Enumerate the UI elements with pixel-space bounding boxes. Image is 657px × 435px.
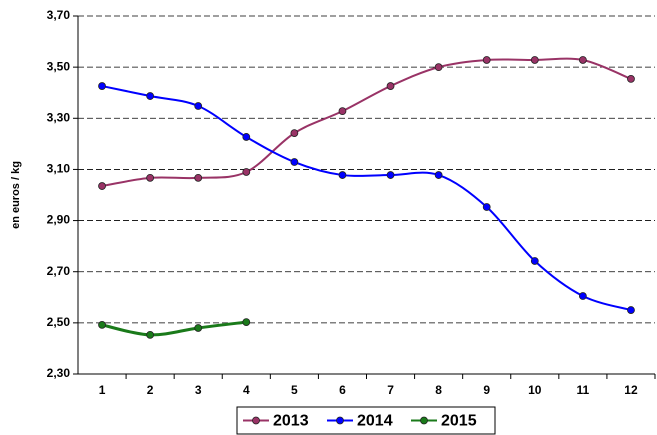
data-point <box>98 182 106 190</box>
data-point <box>386 171 395 179</box>
data-point <box>434 171 443 179</box>
series-line <box>101 57 632 188</box>
y-tick-label: 2,50 <box>47 315 71 329</box>
data-point <box>290 129 299 138</box>
x-tick-label: 5 <box>291 383 298 397</box>
data-point <box>578 56 587 64</box>
y-tick-label: 3,30 <box>47 110 71 124</box>
legend-label: 2014 <box>357 413 393 430</box>
x-tick-label: 6 <box>339 383 346 397</box>
y-tick-label: 3,70 <box>47 8 71 22</box>
x-tick-label: 10 <box>528 383 542 397</box>
series-line <box>101 85 632 312</box>
x-tick-label: 7 <box>387 383 394 397</box>
y-tick-label: 2,70 <box>47 264 71 278</box>
data-point <box>194 173 203 182</box>
data-point <box>530 257 539 265</box>
x-tick-label: 2 <box>147 383 154 397</box>
data-point <box>146 92 155 100</box>
data-point <box>98 82 106 90</box>
x-tick-label: 1 <box>99 383 106 397</box>
x-tick-label: 3 <box>195 383 202 397</box>
data-point <box>98 321 106 329</box>
y-tick-label: 2,90 <box>47 213 71 227</box>
data-point <box>146 330 155 339</box>
y-tick-label: 3,50 <box>47 59 71 73</box>
data-point <box>627 75 635 83</box>
x-tick-label: 4 <box>243 383 250 397</box>
data-point <box>146 173 155 182</box>
data-point <box>482 203 491 211</box>
data-point <box>242 133 251 141</box>
legend-box <box>236 406 496 435</box>
y-tick-label: 3,10 <box>47 162 71 176</box>
y-axis-label: en euros / kg <box>10 161 22 229</box>
data-point <box>434 63 443 72</box>
data-point <box>627 306 635 314</box>
legend-label: 2013 <box>273 413 309 430</box>
data-point <box>242 168 251 176</box>
legend-label: 2015 <box>441 413 477 430</box>
x-tick-label: 12 <box>624 383 638 397</box>
legend-marker <box>252 416 260 425</box>
data-point <box>482 56 491 64</box>
data-point <box>386 82 395 90</box>
data-point <box>290 158 299 166</box>
legend-marker <box>336 416 344 425</box>
x-tick-label: 9 <box>483 383 490 397</box>
data-point <box>338 107 347 116</box>
legend-marker <box>420 416 428 425</box>
data-point <box>194 324 203 332</box>
data-point <box>338 171 347 179</box>
data-point <box>194 102 203 110</box>
data-point <box>578 292 587 300</box>
x-tick-label: 8 <box>435 383 442 397</box>
data-point <box>530 56 539 64</box>
series-line <box>101 320 247 337</box>
data-point <box>242 318 251 326</box>
y-tick-label: 2,30 <box>47 366 71 380</box>
x-tick-label: 11 <box>577 383 590 397</box>
